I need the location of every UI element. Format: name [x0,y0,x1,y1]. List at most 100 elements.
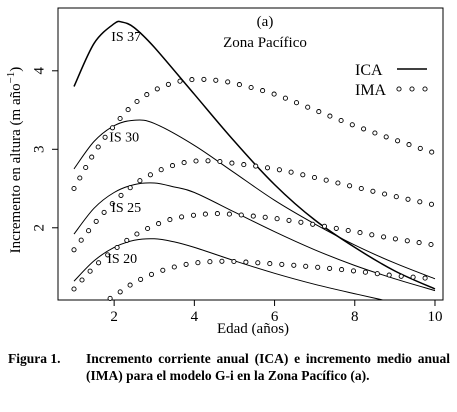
ima-point [305,104,311,110]
ima-point [321,223,328,229]
ima-point [260,88,266,94]
x-axis-label: Edad (años) [217,321,289,337]
ima-point [276,167,282,173]
ima-point [148,271,155,277]
y-axis-label-close: ) [8,67,24,72]
ima-point [101,209,107,215]
plot-box [57,7,444,301]
curve-labels: IS 37 IS 30 IS 25 IS 20 [107,30,141,267]
ima-point [144,92,150,98]
ima-point [416,240,422,246]
ima-point [405,196,411,202]
ima-point [410,274,416,280]
ima-point [105,252,111,258]
ima-point [350,268,357,274]
ima-point [253,163,259,169]
legend: ICA IMA [355,62,428,99]
ima-curve [107,258,428,301]
ima-point [71,247,77,253]
ima-point [167,217,173,223]
ima-point [383,134,389,140]
ima-point [179,214,185,220]
ima-point [381,234,387,240]
ima-point [358,185,364,192]
legend-circles-ima [396,86,428,92]
ima-point [372,130,378,136]
ima-point [83,164,89,171]
ima-point [137,178,143,184]
y-axis-label-exp: −1 [5,72,17,84]
ima-point [117,115,123,122]
ima-point [109,125,116,131]
ima-point [392,236,398,242]
plot-frame [57,7,444,301]
ima-point [78,237,84,243]
ima-point [345,227,351,234]
ica-curve [73,20,436,290]
ima-point [219,258,225,264]
ima-point [255,260,261,266]
ima-point [169,163,176,169]
ima-point [333,225,339,231]
ima-point [267,261,273,267]
ima-point [225,79,231,85]
ima-point [349,122,355,128]
ima-point [248,84,254,91]
ima-point [87,268,93,274]
ima-point [417,199,423,205]
legend-circle [396,86,402,92]
ima-point [386,272,392,278]
ima-point [190,212,197,218]
ima-point [229,160,235,166]
ima-point [404,238,410,244]
ima-point [193,158,199,164]
ima-point [109,201,115,207]
ima-point [288,169,294,175]
ima-point [86,228,92,234]
legend-label-ima: IMA [355,82,387,99]
ima-point [165,81,171,87]
ima-point [127,185,133,191]
ima-point [202,211,208,217]
chart-title: Zona Pacífico [223,35,307,51]
ima-point [422,275,428,281]
y-tick-label: 3 [31,146,47,154]
ima-point [171,264,177,270]
ima-point [236,82,242,88]
ima-point [274,216,280,222]
y-axis-label-main: Incremento en altura (m año [8,83,24,253]
legend-circle [422,86,428,92]
ima-point [238,212,244,218]
panel-label: (a) [257,14,274,30]
ima-point [395,138,401,144]
ima-point [393,194,399,200]
ima-point [213,77,219,83]
ima-point [102,134,108,140]
ima-point [311,174,318,181]
ima-point [339,267,345,273]
ima-point [262,214,268,220]
ima-point [134,231,140,237]
ima-point [286,217,292,223]
ima-point [138,276,144,282]
y-axis-ticks: 2 3 4 [31,67,58,232]
ima-point [145,225,151,232]
ima-point [147,172,153,178]
ima-point [291,262,297,268]
ima-point [156,221,162,227]
ima-point [315,264,321,270]
ima-point [323,177,329,183]
y-axis-label: Incremento en altura (m año−1) [5,67,24,254]
ima-point [428,241,434,248]
ima-point [107,295,113,301]
ima-point [201,76,207,82]
ima-point [127,282,133,288]
ima-point [370,188,376,194]
ima-point [335,180,341,186]
ima-point [298,219,304,225]
ima-point [125,107,131,113]
ima-point [77,175,83,181]
ima-point [362,269,368,275]
x-axis-ticks: 2 4 6 8 10 [110,300,442,325]
x-tick-label: 6 [271,309,279,325]
